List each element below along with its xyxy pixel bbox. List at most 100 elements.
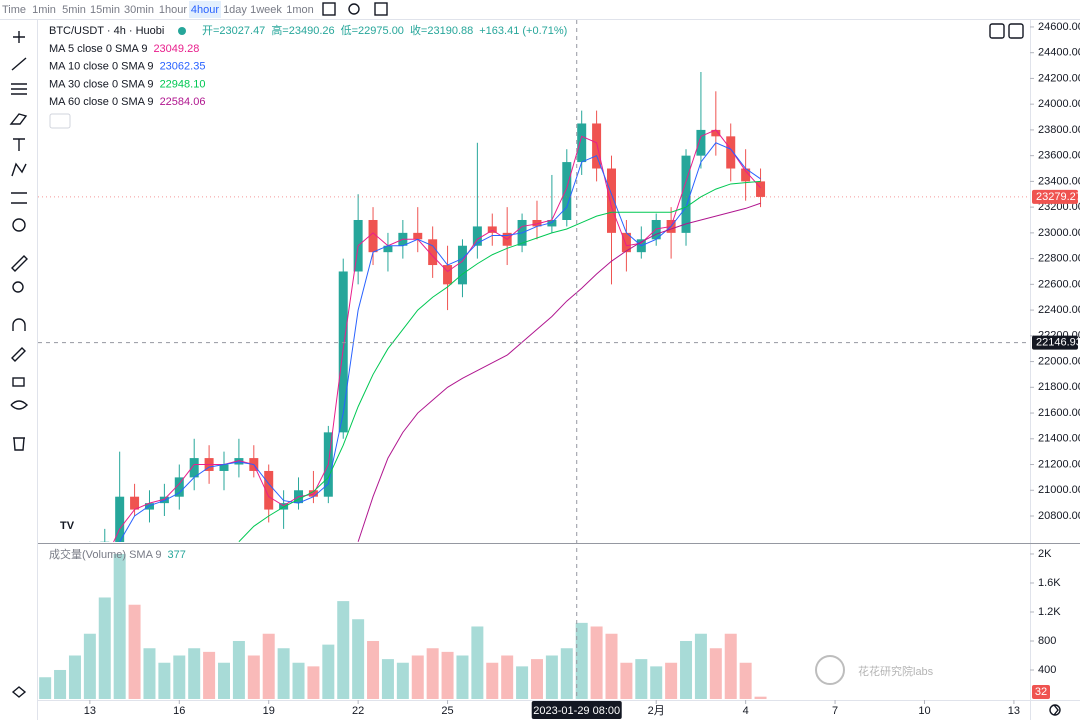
interval-button[interactable]: 15min <box>90 4 120 16</box>
volume-legend-name: 成交量(Volume) SMA 9 <box>49 547 161 561</box>
lock-tool[interactable] <box>12 377 25 387</box>
candle-body <box>41 619 50 632</box>
x-tick-label: 10 <box>918 705 930 717</box>
candle-body <box>144 503 154 510</box>
axis-settings-button[interactable] <box>1049 704 1061 716</box>
reset-button[interactable] <box>1008 23 1024 39</box>
volume-bar <box>411 655 424 699</box>
volume-bar <box>456 655 469 699</box>
candle-body <box>756 181 766 197</box>
fib-tool[interactable] <box>11 83 27 95</box>
ohlc-label: +163.41 (+0.71%) <box>479 25 567 37</box>
candle-body <box>383 245 393 253</box>
y-tick-label: 22400.00 <box>1038 304 1080 316</box>
candle-body <box>443 265 453 285</box>
candle-body <box>234 458 244 465</box>
zoom-tool[interactable] <box>12 281 24 293</box>
interval-button[interactable]: 30min <box>124 4 154 16</box>
y-tick-label: 22000.00 <box>1038 355 1080 367</box>
y-tick-label: 21400.00 <box>1038 433 1080 445</box>
volume-bar <box>426 648 439 699</box>
candle-body <box>219 464 229 471</box>
forecast-tool[interactable] <box>11 192 27 204</box>
ma-line <box>357 202 761 542</box>
interval-button[interactable]: 1week <box>250 4 282 16</box>
volume-bar <box>620 662 633 699</box>
layers-button[interactable] <box>11 686 27 698</box>
candle-body <box>621 232 631 253</box>
y-tick-label: 23200.00 <box>1038 201 1080 213</box>
status-dot <box>178 27 186 35</box>
settings-button[interactable] <box>348 3 360 15</box>
x-tick-label: 16 <box>173 705 185 717</box>
candle-body <box>696 129 706 156</box>
crosshair-time-label: 2023-01-29 08:00 <box>533 705 620 717</box>
ohlc-label: 开=23027.47 <box>202 25 265 37</box>
candle-body <box>562 162 572 220</box>
ma-line <box>113 129 761 542</box>
ohlc-label: 低=22975.00 <box>341 24 404 37</box>
last-volume-label: 32 <box>1035 686 1047 698</box>
price-pane <box>41 71 766 632</box>
candle-body <box>428 239 438 266</box>
interval-button[interactable]: 5min <box>62 4 86 16</box>
brush-tool[interactable] <box>9 113 28 125</box>
interval-button[interactable]: 1hour <box>159 4 187 16</box>
y-tick-label: 24000.00 <box>1038 98 1080 110</box>
volume-bar <box>247 655 260 699</box>
text-tool[interactable] <box>13 138 25 151</box>
volume-pane <box>39 553 767 699</box>
legend-name: MA 10 close 0 SMA 9 <box>49 61 154 73</box>
watermark: 花花研究院labs <box>815 655 934 685</box>
interval-button[interactable]: 1min <box>32 4 56 16</box>
volume-bar <box>128 604 141 699</box>
volume-bar <box>367 640 380 699</box>
volume-bar <box>754 696 767 699</box>
volume-tick-label: 2K <box>1038 548 1052 560</box>
trend-line-tool[interactable] <box>11 57 27 71</box>
candle-body <box>592 123 602 169</box>
interval-button[interactable]: Time <box>2 4 26 16</box>
indicator-button[interactable] <box>322 2 336 16</box>
volume-bar <box>650 666 663 699</box>
settings-gear[interactable] <box>1053 704 1059 716</box>
ruler-tool[interactable] <box>11 255 28 272</box>
y-tick-label: 23000.00 <box>1038 227 1080 239</box>
drawing-mode-tool[interactable] <box>11 347 26 362</box>
magnet-tool[interactable] <box>12 318 26 331</box>
volume-bar <box>83 633 96 699</box>
visibility-tool[interactable] <box>10 400 28 410</box>
interval-button[interactable]: 4hour <box>191 4 219 16</box>
candle-body <box>457 245 467 285</box>
candle-body <box>741 168 751 182</box>
y-tick-label: 21200.00 <box>1038 458 1080 470</box>
y-tick-label: 23800.00 <box>1038 124 1080 136</box>
volume-bar <box>337 601 350 699</box>
candle-body <box>264 470 274 510</box>
y-tick-label: 20800.00 <box>1038 510 1080 522</box>
volume-bar <box>352 619 365 699</box>
crosshair-tool[interactable] <box>13 31 25 43</box>
left-toolbar <box>9 31 28 698</box>
candle-body <box>726 136 736 169</box>
volume-bar <box>680 640 693 699</box>
collapse-legend-button[interactable] <box>49 113 71 129</box>
volume-bar <box>724 633 737 699</box>
screenshot-button[interactable] <box>374 2 388 16</box>
volume-bar <box>54 669 67 699</box>
delete-tool[interactable] <box>13 437 25 451</box>
legend-value: 23062.35 <box>160 61 206 73</box>
interval-button[interactable]: 1mon <box>286 4 314 16</box>
pattern-tool[interactable] <box>11 162 27 177</box>
volume-tick-label: 1.6K <box>1038 577 1061 589</box>
interval-button[interactable]: 1day <box>223 4 247 16</box>
emoji-tool[interactable] <box>12 218 26 232</box>
ohlc-label: 高=23490.26 <box>271 23 334 37</box>
volume-bar <box>530 659 543 699</box>
volume-bar <box>441 651 454 699</box>
volume-bar <box>98 597 111 699</box>
legend-value: 22948.10 <box>160 78 206 90</box>
candle-body <box>130 496 140 510</box>
scroll-button[interactable] <box>989 23 1005 39</box>
